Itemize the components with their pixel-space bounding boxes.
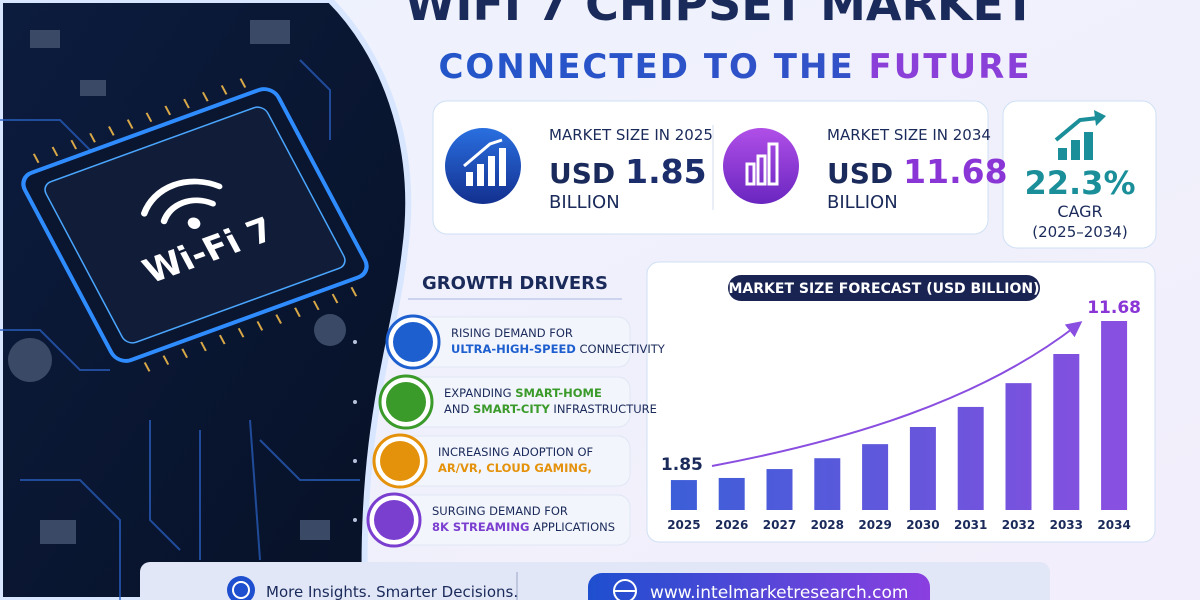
stat-label: MARKET SIZE IN 2034 bbox=[827, 126, 991, 144]
title: WIFI 7 CHIPSET MARKET bbox=[405, 0, 1036, 31]
driver-text: 8K STREAMING APPLICATIONS bbox=[432, 520, 615, 534]
stat-label: MARKET SIZE IN 2025 bbox=[549, 126, 713, 144]
x-tick-label: 2030 bbox=[906, 518, 939, 532]
driver-text: AR/VR, CLOUD GAMING, bbox=[438, 461, 592, 475]
cagr-panel bbox=[1002, 100, 1157, 249]
chart-title: MARKET SIZE FORECAST (USD BILLION) bbox=[729, 281, 1040, 297]
chart-title-pill bbox=[728, 275, 1040, 301]
data-label: 1.85 bbox=[661, 455, 703, 475]
cagr-icon bbox=[1054, 110, 1106, 160]
drivers-title: GROWTH DRIVERS bbox=[422, 273, 608, 294]
driver-text: SURGING DEMAND FOR bbox=[432, 504, 568, 518]
driver-text-part: APPLICATIONS bbox=[529, 520, 615, 534]
bar bbox=[957, 406, 984, 510]
data-label: 11.68 bbox=[1087, 298, 1141, 318]
stat-icon bbox=[445, 128, 521, 204]
x-tick-label: 2029 bbox=[858, 518, 891, 532]
subtitle: CONNECTED TO THE FUTURE bbox=[438, 47, 1031, 87]
bar bbox=[1053, 354, 1080, 510]
cagr-value: 22.3% bbox=[1024, 164, 1135, 202]
stat-amount: USD 1.85 bbox=[549, 152, 707, 191]
trend-arrow bbox=[711, 321, 1083, 467]
stat-value: 11.68 bbox=[903, 152, 1007, 191]
driver-text-part: SURGING DEMAND FOR bbox=[432, 504, 568, 518]
cagr-period: (2025–2034) bbox=[1032, 223, 1128, 241]
bar bbox=[862, 444, 889, 510]
stat-icon bbox=[723, 128, 799, 204]
icon-dot bbox=[353, 459, 357, 463]
footer-url[interactable]: www.intelmarketresearch.com bbox=[650, 583, 909, 600]
stat-currency: USD bbox=[827, 157, 893, 190]
hero-image: Wi-Fi 7 bbox=[0, 0, 412, 600]
bar bbox=[670, 480, 697, 510]
stat-value: 1.85 bbox=[625, 152, 706, 191]
icon-dot bbox=[353, 340, 357, 344]
x-tick-label: 2025 bbox=[667, 518, 700, 532]
drivers: RISING DEMAND FOR ULTRA-HIGH-SPEED CONNEC… bbox=[353, 314, 666, 548]
x-tick-label: 2031 bbox=[954, 518, 987, 532]
stat-unit: BILLION bbox=[827, 192, 898, 213]
bar bbox=[1005, 383, 1032, 510]
icon-dot bbox=[353, 518, 357, 522]
driver-highlight: 8K STREAMING bbox=[432, 520, 529, 534]
subtitle-part: CONNECTED TO THE bbox=[438, 47, 854, 87]
bar bbox=[909, 426, 936, 510]
x-tick-label: 2034 bbox=[1097, 518, 1130, 532]
x-tick-label: 2033 bbox=[1050, 518, 1083, 532]
stat-currency: USD bbox=[549, 157, 615, 190]
x-tick-label: 2027 bbox=[763, 518, 796, 532]
chart: 2025 2026 2027 2028 2029 2030 2031 2032 2033 2034… bbox=[661, 298, 1141, 532]
driver-text: EXPANDING SMART-HOME bbox=[444, 386, 602, 400]
driver-highlight: SMART-CITY bbox=[473, 402, 550, 416]
bar bbox=[766, 469, 793, 510]
subtitle-accent: FUTURE bbox=[869, 47, 1032, 87]
driver-text-part: EXPANDING bbox=[444, 386, 515, 400]
bar bbox=[718, 477, 745, 510]
icon-dot bbox=[353, 400, 357, 404]
driver-text-part: AND bbox=[444, 402, 473, 416]
driver-icon-inner bbox=[380, 441, 420, 481]
url-pill[interactable] bbox=[588, 573, 930, 600]
globe-icon bbox=[227, 576, 255, 600]
stats-panel bbox=[432, 100, 989, 235]
driver-text: ULTRA-HIGH-SPEED CONNECTIVITY bbox=[451, 342, 666, 356]
footer-tagline: More Insights. Smarter Decisions. bbox=[266, 583, 518, 600]
bar bbox=[1101, 321, 1128, 510]
driver-text-part: INCREASING ADOPTION OF bbox=[438, 445, 593, 459]
driver-icon-inner bbox=[386, 382, 426, 422]
x-tick-label: 2028 bbox=[811, 518, 844, 532]
driver-icon-inner bbox=[374, 500, 414, 540]
cagr-label: CAGR bbox=[1057, 202, 1102, 221]
driver-text-part: CONNECTIVITY bbox=[576, 342, 666, 356]
driver-text: AND SMART-CITY INFRASTRUCTURE bbox=[444, 402, 657, 416]
driver-highlight: ULTRA-HIGH-SPEED bbox=[451, 342, 576, 356]
x-tick-label: 2032 bbox=[1002, 518, 1035, 532]
driver-text-part: INFRASTRUCTURE bbox=[550, 402, 657, 416]
driver-highlight: SMART-HOME bbox=[515, 386, 602, 400]
driver-text-part: RISING DEMAND FOR bbox=[451, 326, 573, 340]
bar bbox=[814, 458, 841, 510]
globe-icon bbox=[613, 579, 637, 600]
driver-icon-inner bbox=[393, 322, 433, 362]
stat-amount: USD 11.68 bbox=[827, 152, 1008, 191]
driver-highlight: AR/VR, CLOUD GAMING, bbox=[438, 461, 592, 475]
driver-text: INCREASING ADOPTION OF bbox=[438, 445, 593, 459]
driver-text: RISING DEMAND FOR bbox=[451, 326, 573, 340]
stat-unit: BILLION bbox=[549, 192, 620, 213]
x-tick-label: 2026 bbox=[715, 518, 748, 532]
